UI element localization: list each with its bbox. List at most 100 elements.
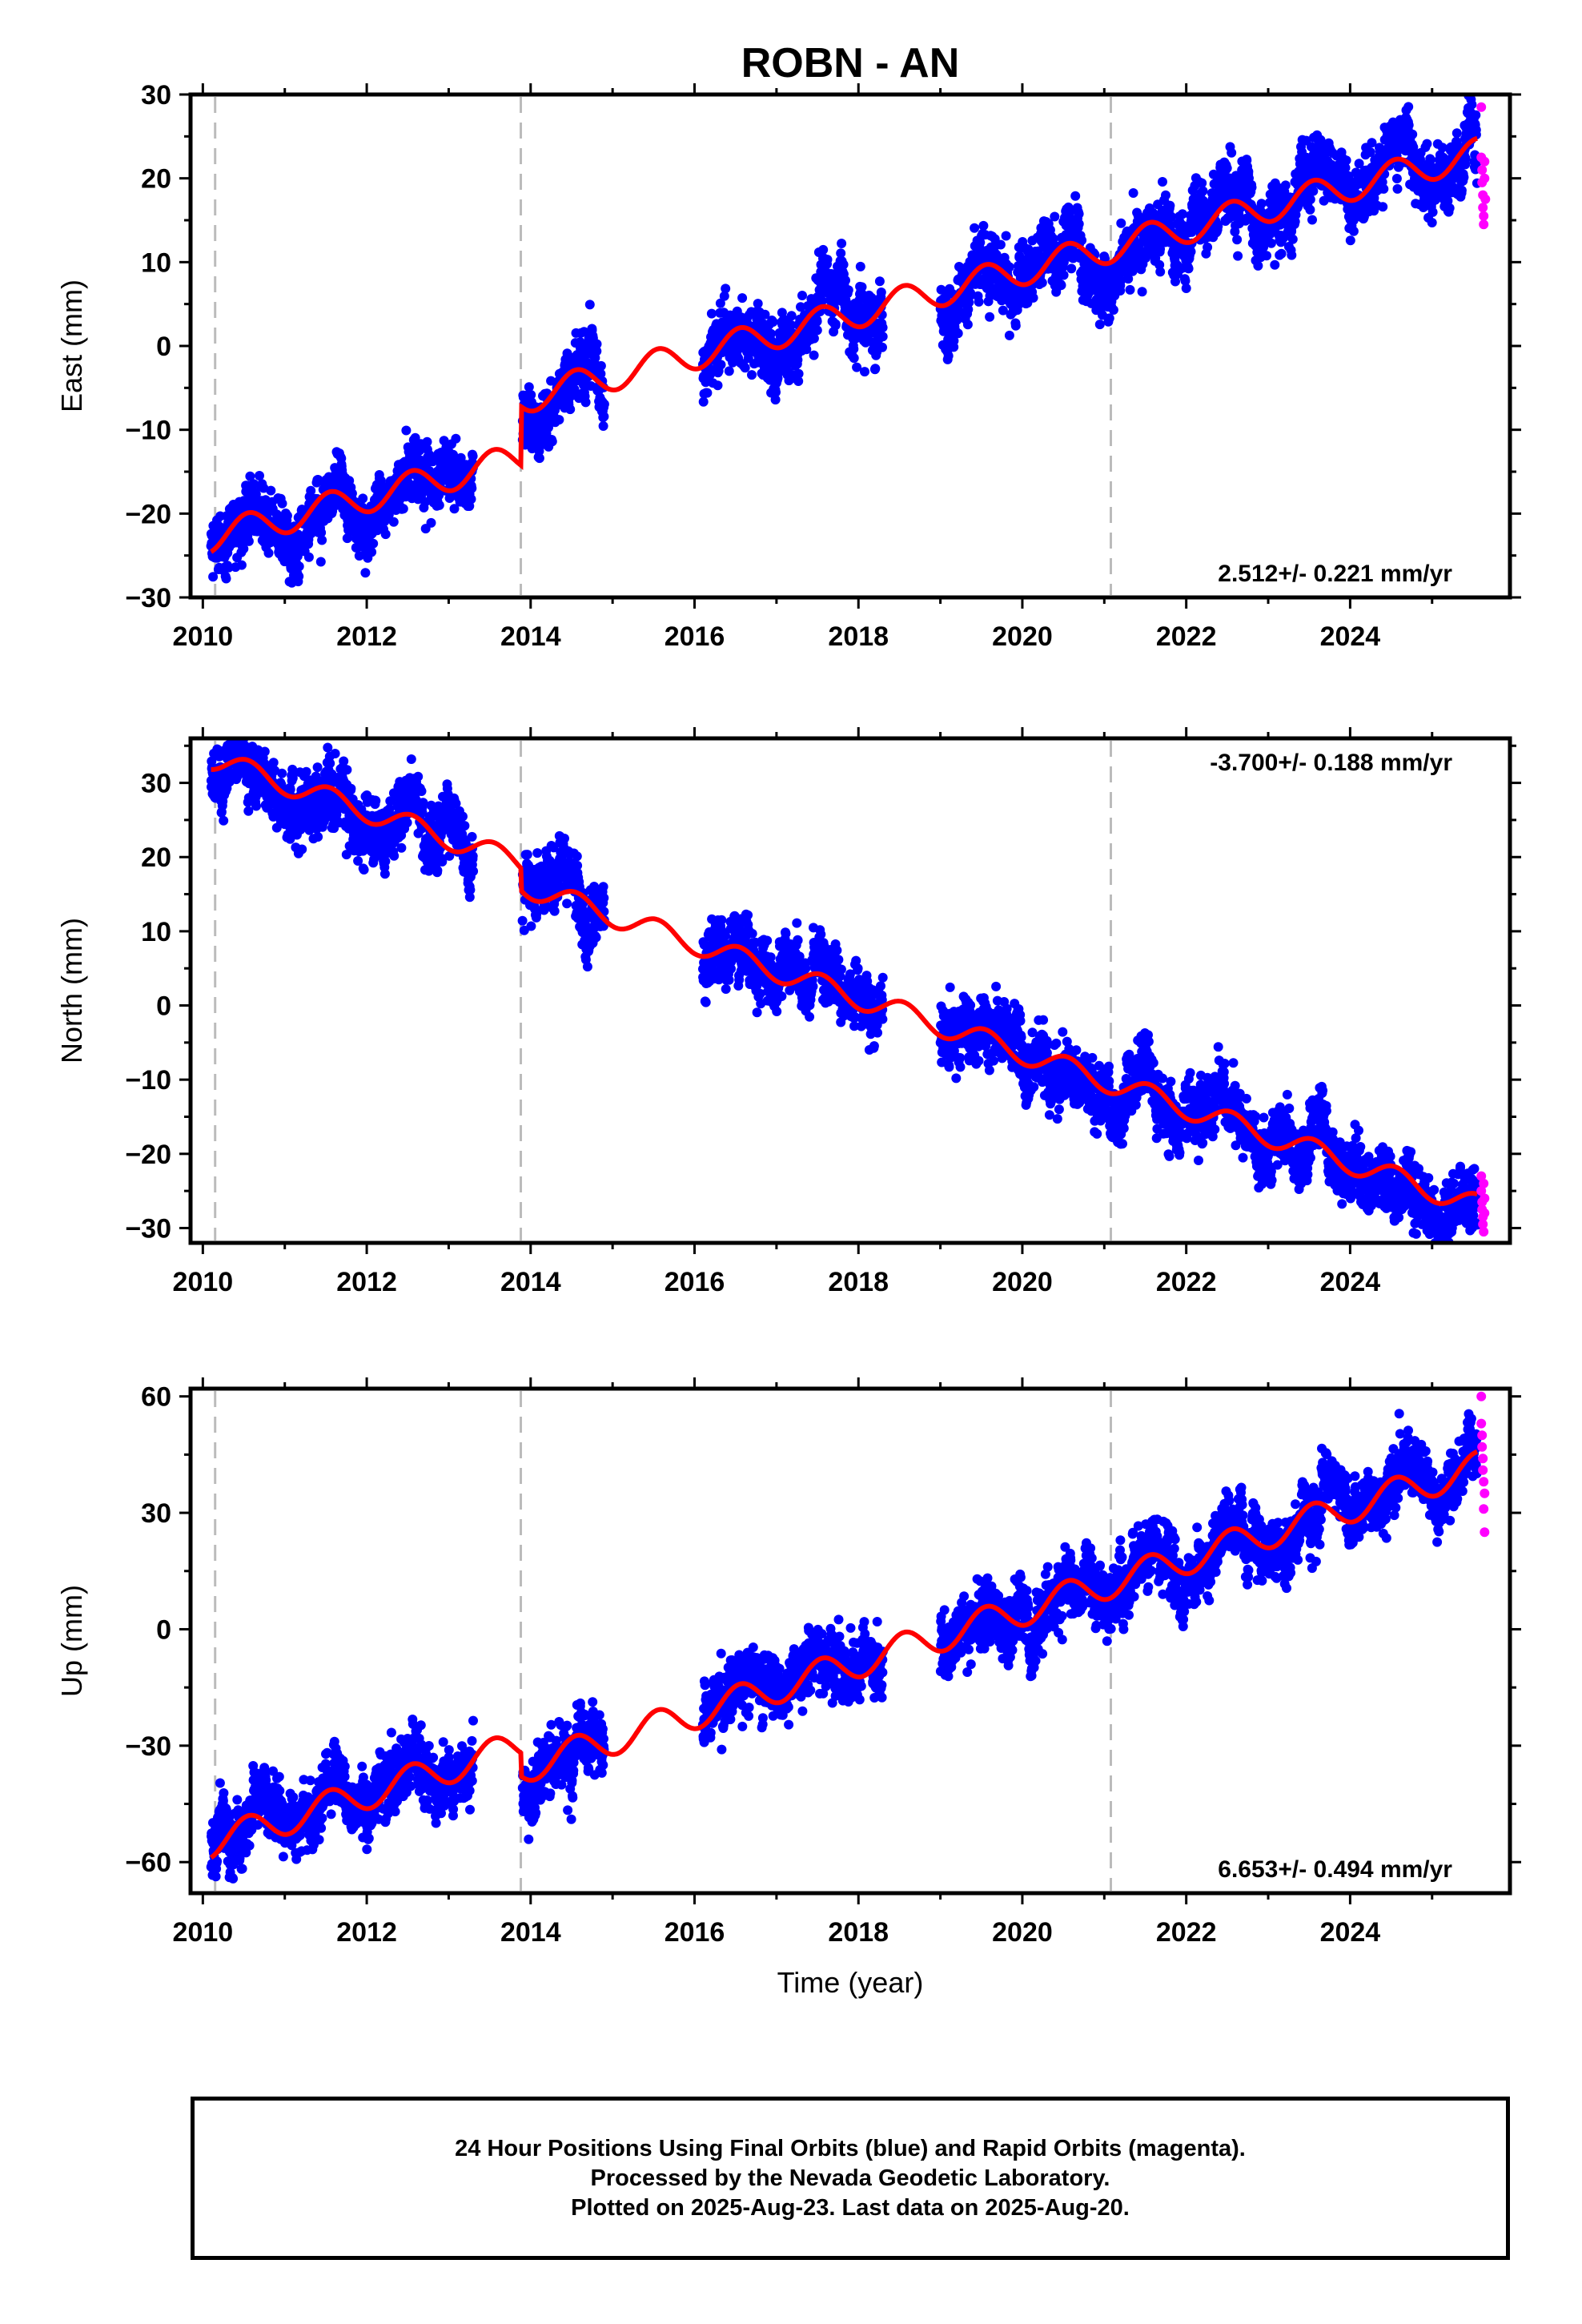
final-point xyxy=(849,353,859,364)
final-point xyxy=(1437,143,1447,153)
final-point xyxy=(766,328,776,339)
final-point xyxy=(870,364,881,374)
final-point xyxy=(1287,234,1298,244)
final-point xyxy=(1379,183,1389,194)
final-point xyxy=(301,766,311,777)
final-point xyxy=(877,323,888,332)
final-point xyxy=(235,722,245,731)
rapid-point xyxy=(1477,165,1488,175)
final-point xyxy=(1183,263,1194,274)
final-point xyxy=(812,325,822,336)
chart-title: ROBN - AN xyxy=(741,40,960,86)
final-point xyxy=(706,308,717,319)
final-point xyxy=(1186,247,1196,257)
final-point xyxy=(1391,174,1402,183)
final-point xyxy=(1108,305,1118,315)
final-point xyxy=(223,562,234,573)
final-point xyxy=(877,342,887,352)
final-point xyxy=(995,239,1006,250)
final-point xyxy=(251,801,261,811)
final-point xyxy=(786,320,796,330)
final-point xyxy=(243,536,254,546)
final-point xyxy=(837,239,847,248)
x-tick-label: 2014 xyxy=(500,621,561,652)
final-point xyxy=(855,261,865,271)
final-point xyxy=(342,765,352,775)
final-point xyxy=(953,328,963,339)
final-point xyxy=(1407,129,1418,139)
final-point xyxy=(716,360,726,370)
final-point xyxy=(223,724,233,734)
final-point xyxy=(1074,219,1084,229)
panel-2: 2010 2012 2014 2016 2018 2020 2022 2024−30−20−1… xyxy=(55,722,1521,1297)
final-point xyxy=(325,758,335,769)
final-point xyxy=(236,560,247,570)
final-point xyxy=(239,544,249,554)
final-point xyxy=(277,768,287,778)
final-point xyxy=(1066,263,1077,274)
final-point xyxy=(1058,270,1069,280)
final-point xyxy=(793,368,804,379)
final-point xyxy=(1427,218,1437,227)
final-point xyxy=(1125,284,1135,295)
final-point xyxy=(771,387,781,397)
final-point xyxy=(317,535,327,545)
final-point xyxy=(1456,185,1467,195)
final-point xyxy=(1305,204,1315,215)
final-point xyxy=(876,287,886,297)
final-point xyxy=(312,762,323,773)
final-point xyxy=(753,299,763,309)
final-point xyxy=(796,302,805,312)
final-point xyxy=(231,727,241,737)
final-point xyxy=(715,298,725,308)
final-point xyxy=(740,363,750,373)
final-point xyxy=(721,283,731,294)
final-point xyxy=(1422,139,1432,149)
y-tick-label: −30 xyxy=(125,583,171,613)
final-point xyxy=(768,317,778,327)
final-point xyxy=(451,433,461,444)
final-point xyxy=(554,415,564,425)
final-point xyxy=(1037,278,1047,287)
final-point xyxy=(592,339,602,349)
final-point xyxy=(809,350,819,360)
x-tick-label: 2012 xyxy=(336,621,397,652)
final-point xyxy=(1161,190,1170,200)
final-point xyxy=(1345,235,1355,246)
final-point xyxy=(347,489,357,499)
rapid-point xyxy=(1480,173,1490,183)
final-point xyxy=(770,395,781,405)
final-point xyxy=(843,285,853,296)
final-point xyxy=(773,373,783,384)
final-point xyxy=(565,404,576,415)
final-point xyxy=(698,396,709,407)
final-point xyxy=(208,572,219,582)
final-point xyxy=(231,725,240,734)
panel-1: 2010 2012 2014 2016 2018 2020 2022 2024−30−20−1… xyxy=(55,80,1521,652)
final-point xyxy=(943,351,954,361)
final-point xyxy=(978,220,989,231)
final-point xyxy=(1276,248,1287,259)
final-point xyxy=(1460,153,1471,163)
final-point xyxy=(263,548,274,558)
final-point xyxy=(219,815,229,826)
final-point xyxy=(747,370,757,380)
final-point xyxy=(534,446,544,456)
final-point xyxy=(596,368,606,379)
final-point xyxy=(724,366,734,376)
final-point xyxy=(857,282,867,292)
final-point xyxy=(801,344,812,355)
y-tick-label: 20 xyxy=(141,164,171,195)
final-point xyxy=(259,746,270,757)
final-point xyxy=(1222,163,1232,173)
final-point xyxy=(1459,172,1469,183)
final-point xyxy=(1444,203,1455,213)
y-axis-label: East (mm) xyxy=(55,279,88,412)
final-point xyxy=(860,367,869,377)
final-point xyxy=(599,399,609,409)
final-point xyxy=(1050,211,1060,222)
final-point xyxy=(1471,110,1481,120)
final-point xyxy=(221,573,231,584)
final-point xyxy=(737,293,748,304)
final-point xyxy=(360,568,371,578)
